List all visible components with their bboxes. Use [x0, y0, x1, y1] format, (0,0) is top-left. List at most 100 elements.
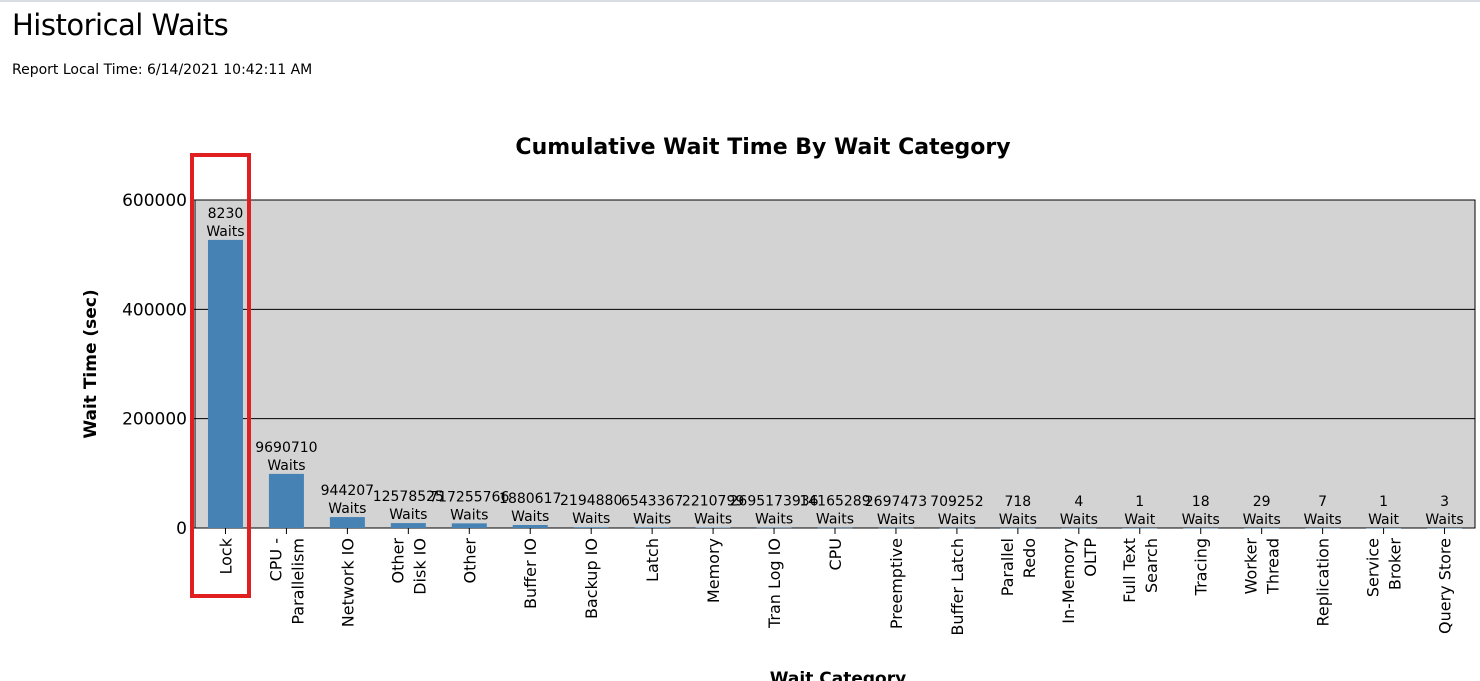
data-label-line: 9690710 [255, 440, 317, 456]
plot-area [194, 199, 1476, 529]
category-label-line: Parallelism [288, 538, 307, 625]
data-label-line: 4 [1074, 494, 1083, 510]
category-label-line: Full Text [1120, 538, 1139, 603]
category-label-line: CPU - [266, 538, 285, 581]
category-label-line: Tracing [1192, 538, 1211, 596]
category-label: CPU [826, 538, 845, 571]
data-label-line: 29 [1253, 494, 1271, 510]
bar [451, 523, 487, 528]
category-label-line: Search [1142, 538, 1161, 593]
data-label: 6543367 Waits [621, 493, 683, 527]
data-label: 1 Wait [1124, 494, 1155, 528]
data-label: 18 Waits [1182, 494, 1220, 528]
data-label-line: Wait [1124, 512, 1155, 528]
data-label-line: 2695173936 [730, 494, 819, 510]
data-label-line: Waits [755, 512, 793, 528]
bar [817, 527, 853, 529]
category-label-line: Worker [1242, 538, 1261, 595]
data-label-line: Waits [328, 501, 366, 517]
data-label-line: Waits [1243, 512, 1281, 528]
category-label-line: Network IO [338, 538, 357, 627]
category-label-line: Query Store [1436, 538, 1455, 634]
data-label-line: 944207 [321, 483, 374, 499]
data-label: 718 Waits [999, 494, 1037, 528]
data-label-line: Waits [1304, 512, 1342, 528]
bar [390, 523, 426, 528]
category-label-line: Redo [1020, 538, 1039, 578]
category-label-line: Thread [1264, 538, 1283, 595]
gridlines [195, 308, 1475, 420]
data-label: 4 Waits [1060, 494, 1098, 528]
data-label-line: Waits [206, 224, 244, 240]
data-label: 944207 Waits [321, 483, 374, 517]
data-label-line: 12578525 [373, 489, 444, 505]
data-label-line: Waits [999, 512, 1037, 528]
y-tick-label: 200000 [122, 410, 187, 430]
data-label: 1880617 Waits [499, 491, 561, 525]
data-label: 1 Wait [1368, 494, 1399, 528]
bar [207, 239, 243, 528]
data-label-line: Waits [389, 507, 427, 523]
category-label: Memory [704, 538, 723, 603]
data-label-line: Waits [877, 512, 915, 528]
category-label-line: OLTP [1081, 538, 1100, 577]
data-label-line: 2210799 [682, 494, 744, 510]
bar [512, 524, 548, 528]
category-label-line: CPU [826, 538, 845, 571]
category-label: Parallel Redo [998, 538, 1039, 596]
bar [329, 517, 365, 528]
page-title: Historical Waits [12, 8, 229, 42]
data-label: 29 Waits [1243, 494, 1281, 528]
category-label-line: Buffer IO [521, 538, 540, 609]
data-label-line: 717255766 [429, 489, 509, 505]
data-label-line: 6543367 [621, 493, 683, 509]
data-label-line: Waits [572, 511, 610, 527]
category-label-line: Backup IO [582, 538, 601, 619]
category-label: Buffer Latch [948, 538, 967, 636]
category-label: Replication [1314, 538, 1333, 627]
category-label-line: Tran Log IO [765, 538, 784, 629]
data-label-line: Waits [1182, 512, 1220, 528]
chart-title: Cumulative Wait Time By Wait Category [515, 135, 1010, 160]
data-label-line: 18 [1192, 494, 1210, 510]
data-label: 2210799 Waits [682, 494, 744, 528]
bar [756, 527, 792, 529]
data-label-line: Waits [511, 509, 549, 525]
category-label-line: Other [460, 538, 479, 584]
data-label: 9690710 Waits [255, 440, 317, 474]
highlight-box [190, 153, 251, 598]
category-label: Tran Log IO [765, 538, 784, 629]
data-label-line: 1880617 [499, 491, 561, 507]
category-label-line: Preemptive [887, 538, 906, 629]
top-border [0, 0, 1480, 2]
data-label: 2194880 Waits [560, 493, 622, 527]
category-label-line: Lock [216, 537, 235, 574]
y-tick-label: 600000 [122, 191, 187, 211]
category-label: In-Memory OLTP [1059, 538, 1100, 624]
data-label-line: Waits [450, 507, 488, 523]
data-label: 709252 Waits [930, 494, 983, 528]
category-label-line: Latch [643, 538, 662, 582]
bar [634, 527, 670, 528]
y-axis-ticks: 0 200000 400000 600000 [122, 191, 195, 539]
bar [695, 527, 731, 529]
data-label: 14165289 Waits [799, 494, 870, 528]
data-label-line: 3 [1440, 494, 1449, 510]
y-tick-label: 400000 [122, 300, 187, 320]
data-label-line: Waits [633, 511, 671, 527]
data-label: 3 Waits [1425, 494, 1463, 528]
category-label: Service Broker [1364, 538, 1405, 598]
category-label-line: Memory [704, 538, 723, 603]
category-label-line: Service [1364, 538, 1383, 597]
data-label-line: 2697473 [865, 494, 927, 510]
data-label-line: 1 [1135, 494, 1144, 510]
category-label: Buffer IO [521, 538, 540, 609]
category-label: Latch [643, 538, 662, 582]
category-label: Preemptive [887, 538, 906, 629]
data-label: 8230 Waits [206, 206, 244, 240]
data-label: 2697473 Waits [865, 494, 927, 528]
data-label-line: 14165289 [799, 494, 870, 510]
category-label-line: Parallel [998, 538, 1017, 596]
data-label: 12578525 Waits [373, 489, 444, 523]
